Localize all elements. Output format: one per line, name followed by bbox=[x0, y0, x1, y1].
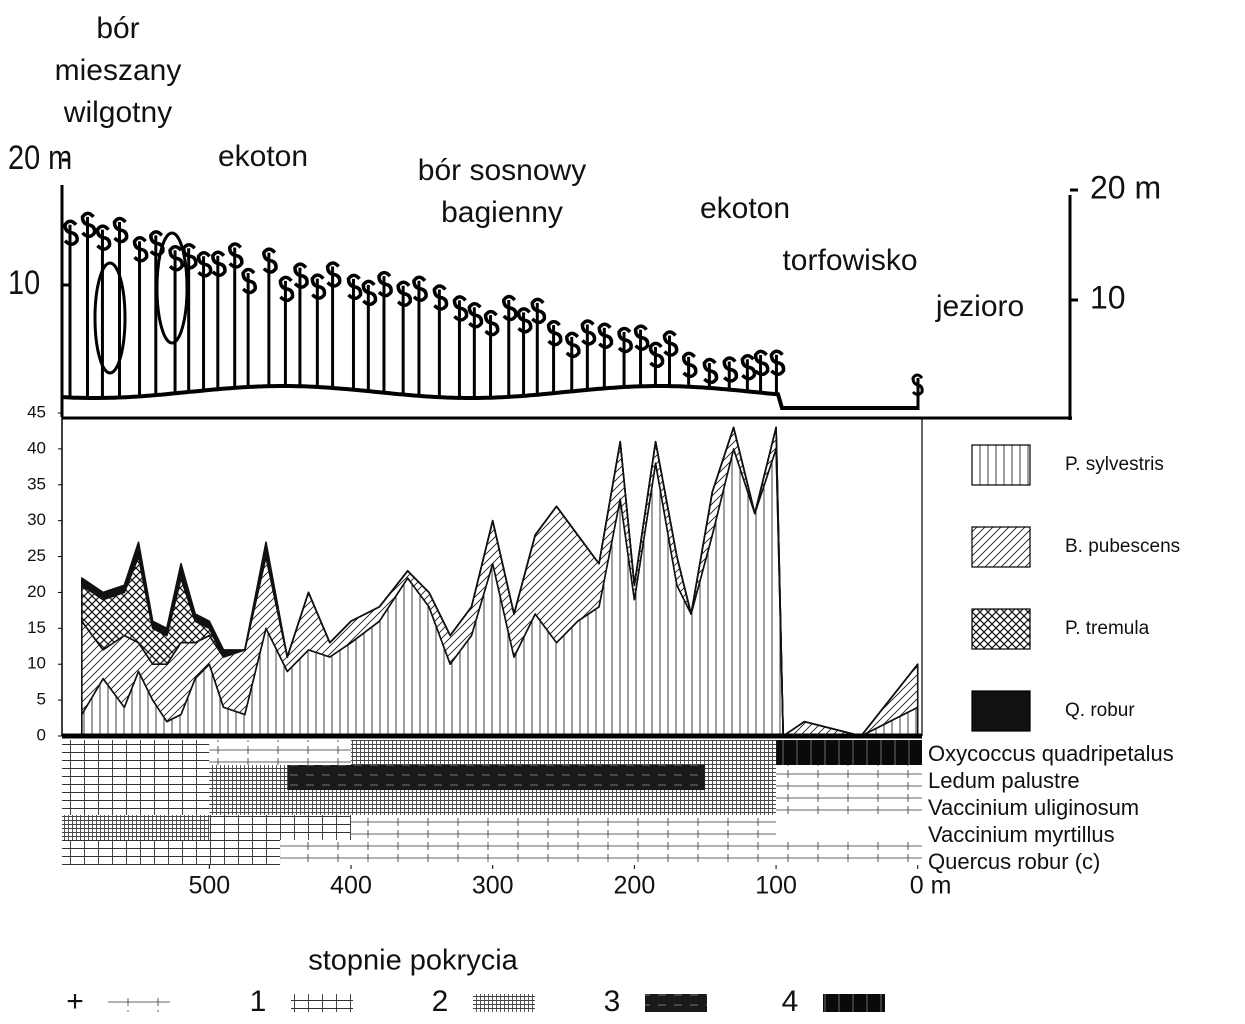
x-tick-label: 200 bbox=[614, 872, 656, 900]
zone-label: mieszany bbox=[55, 54, 182, 87]
cover-legend-label: 3 bbox=[604, 985, 621, 1018]
y-tick-label: 15 bbox=[27, 618, 46, 637]
zone-label: ekoton bbox=[218, 140, 308, 173]
y-tick-label: 10 bbox=[8, 263, 40, 302]
x-tick-label: 500 bbox=[188, 872, 230, 900]
cover-segment bbox=[705, 765, 776, 790]
y-tick-label: 35 bbox=[27, 474, 46, 493]
y-tick-label: 20 bbox=[27, 582, 46, 601]
legend-label: P. sylvestris bbox=[1065, 454, 1164, 475]
zone-label: wilgotny bbox=[63, 96, 172, 129]
y-tick-label: 10 bbox=[27, 654, 46, 673]
cover-legend-swatch bbox=[823, 994, 885, 1012]
cover-segment bbox=[776, 765, 922, 790]
legend-swatch bbox=[972, 691, 1030, 731]
zone-label: jezioro bbox=[935, 290, 1024, 323]
y-tick-label: 25 bbox=[27, 546, 46, 565]
page: {"chart_data": [ {"type": "profile", "zo… bbox=[0, 0, 1245, 1024]
cover-segment bbox=[209, 790, 776, 815]
legend-label: B. pubescens bbox=[1065, 536, 1180, 557]
cover-segment bbox=[351, 740, 776, 765]
zone-label: bór sosnowy bbox=[418, 154, 586, 187]
figure: bór mieszany wilgotny ekoton bór sosnowy bagi… bbox=[0, 0, 1245, 1024]
species-label: Oxycoccus quadripetalus bbox=[928, 741, 1174, 766]
zone-label: torfowisko bbox=[782, 244, 917, 277]
zone-label: bór bbox=[96, 12, 139, 45]
y-tick-label: 30 bbox=[27, 510, 46, 529]
cover-segment bbox=[287, 765, 705, 790]
cover-legend-label: 1 bbox=[250, 985, 267, 1018]
legend-swatch bbox=[972, 609, 1030, 649]
cover-legend-swatch bbox=[108, 994, 170, 1012]
cover-segment bbox=[62, 765, 209, 790]
cover-legend-label: + bbox=[66, 985, 84, 1018]
y-tick-label: 45 bbox=[27, 402, 46, 421]
cover-segment bbox=[62, 840, 280, 865]
cover-legend-label: 2 bbox=[432, 985, 449, 1018]
legend-swatch bbox=[972, 527, 1030, 567]
cover-segment bbox=[62, 815, 209, 840]
cover-segment bbox=[62, 740, 209, 765]
cover-segment bbox=[776, 790, 922, 815]
cover-legend-title: stopnie pokrycia bbox=[308, 945, 518, 977]
cover-segment bbox=[209, 740, 351, 765]
cover-legend-swatch bbox=[473, 994, 535, 1012]
cover-segment bbox=[62, 790, 209, 815]
cover-segment bbox=[351, 815, 776, 840]
cover-segment bbox=[209, 765, 287, 790]
species-label: Vaccinium myrtillus bbox=[928, 822, 1115, 847]
zone-label: ekoton bbox=[700, 192, 790, 225]
tree-profile bbox=[62, 213, 922, 410]
species-label: Ledum palustre bbox=[928, 768, 1080, 793]
cover-segment bbox=[209, 815, 351, 840]
y-tick-label: 0 bbox=[37, 725, 46, 744]
cover-segment bbox=[280, 840, 922, 865]
legend-label: P. tremula bbox=[1065, 618, 1150, 639]
x-tick-label: 100 bbox=[755, 872, 797, 900]
y2-tick-label: 10 bbox=[1090, 279, 1126, 315]
cover-legend-swatch bbox=[291, 994, 353, 1012]
x-tick-label: 0 m bbox=[910, 872, 952, 900]
cover-legend-label: 4 bbox=[782, 985, 799, 1018]
y-tick-label: 5 bbox=[37, 690, 46, 709]
cover-legend-swatch bbox=[645, 994, 707, 1012]
y-tick-label: 40 bbox=[27, 438, 46, 457]
legend-swatch bbox=[972, 445, 1030, 485]
zone-label: bagienny bbox=[441, 196, 563, 229]
species-label: Vaccinium uliginosum bbox=[928, 795, 1139, 820]
cover-segment bbox=[776, 740, 922, 765]
legend-label: Q. robur bbox=[1065, 700, 1135, 721]
y-tick-label: 20 m bbox=[8, 138, 72, 177]
y2-tick-label: 20 m bbox=[1090, 169, 1161, 205]
x-tick-label: 400 bbox=[330, 872, 372, 900]
species-label: Quercus robur (c) bbox=[928, 849, 1100, 874]
x-tick-label: 300 bbox=[472, 872, 514, 900]
